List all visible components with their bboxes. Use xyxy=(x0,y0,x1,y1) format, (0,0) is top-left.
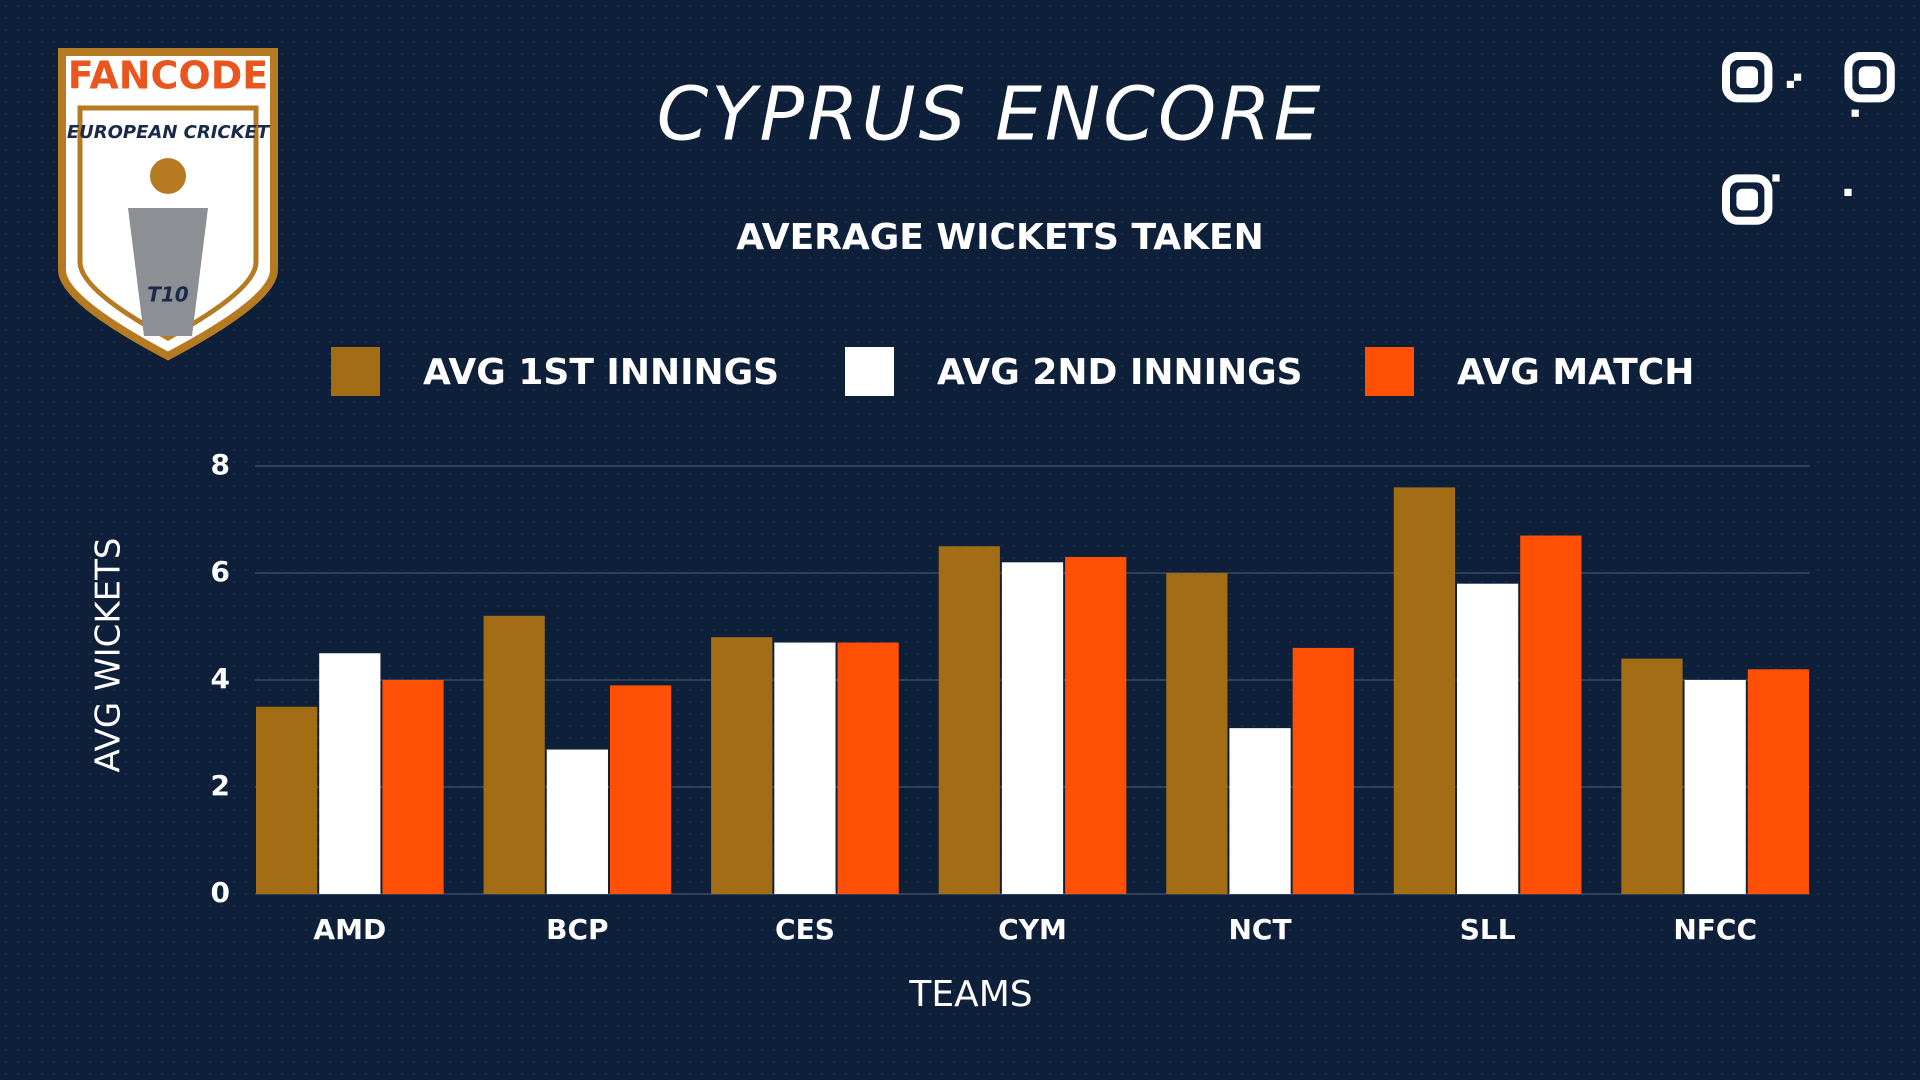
bar xyxy=(483,615,545,894)
x-axis-label: TEAMS xyxy=(908,974,1032,1015)
bar xyxy=(1747,669,1809,894)
logo: FANCODE EUROPEAN CRICKET T10 xyxy=(58,48,278,361)
bar xyxy=(774,642,836,894)
bar xyxy=(1001,562,1064,894)
bar xyxy=(1520,535,1582,894)
bar xyxy=(1621,658,1683,894)
y-tick-label: 4 xyxy=(211,662,230,695)
bar xyxy=(319,653,381,894)
x-tick-label: AMD xyxy=(313,913,386,946)
legend-label: AVG 2ND INNINGS xyxy=(937,352,1303,393)
qr-cell xyxy=(1786,80,1794,88)
legend-swatch xyxy=(1365,347,1414,396)
qr-finder xyxy=(1736,188,1758,211)
y-tick-label: 2 xyxy=(211,769,230,802)
y-tick-label: 8 xyxy=(211,448,230,481)
x-tick-label: NCT xyxy=(1229,913,1292,946)
legend-label: AVG 1ST INNINGS xyxy=(423,352,779,393)
legend-swatch xyxy=(845,347,894,396)
bar xyxy=(938,546,1000,894)
qr-code xyxy=(1722,52,1895,225)
qr-finder xyxy=(1722,174,1773,225)
qr-cell xyxy=(1844,188,1852,196)
bar xyxy=(609,685,672,894)
x-tick-label: SLL xyxy=(1460,913,1516,946)
qr-cell xyxy=(1772,174,1780,182)
qr-cell xyxy=(1851,109,1859,117)
bar xyxy=(1229,728,1291,894)
bar xyxy=(1292,647,1354,894)
y-tick-label: 6 xyxy=(211,555,230,588)
logo-league: EUROPEAN CRICKET xyxy=(67,122,271,143)
qr-finder xyxy=(1844,52,1895,103)
chart-title: CYPRUS ENCORE xyxy=(657,72,1324,158)
y-axis-label: AVG WICKETS xyxy=(89,537,129,772)
x-tick-label: CYM xyxy=(998,913,1067,946)
x-tick-label: BCP xyxy=(546,913,608,946)
legend-label: AVG MATCH xyxy=(1457,352,1694,393)
bar xyxy=(1457,583,1519,894)
bar xyxy=(546,749,608,894)
bar xyxy=(837,642,899,894)
y-tick-label: 0 xyxy=(211,876,230,909)
bar xyxy=(1166,573,1228,894)
bar xyxy=(382,680,444,894)
qr-cell xyxy=(1794,73,1802,81)
qr-finder xyxy=(1722,52,1773,103)
qr-finder xyxy=(1736,66,1758,88)
bar xyxy=(256,706,318,894)
chart-subtitle: AVERAGE WICKETS TAKEN xyxy=(736,217,1263,258)
bar xyxy=(1684,680,1746,894)
qr-finder xyxy=(1858,66,1881,88)
logo-brand: FANCODE xyxy=(68,54,269,98)
bar xyxy=(711,637,773,894)
logo-format: T10 xyxy=(147,283,189,307)
bar xyxy=(1393,487,1456,894)
bar xyxy=(1065,556,1127,894)
legend-swatch xyxy=(331,347,380,396)
x-tick-label: NFCC xyxy=(1673,913,1757,946)
x-tick-label: CES xyxy=(775,913,835,946)
